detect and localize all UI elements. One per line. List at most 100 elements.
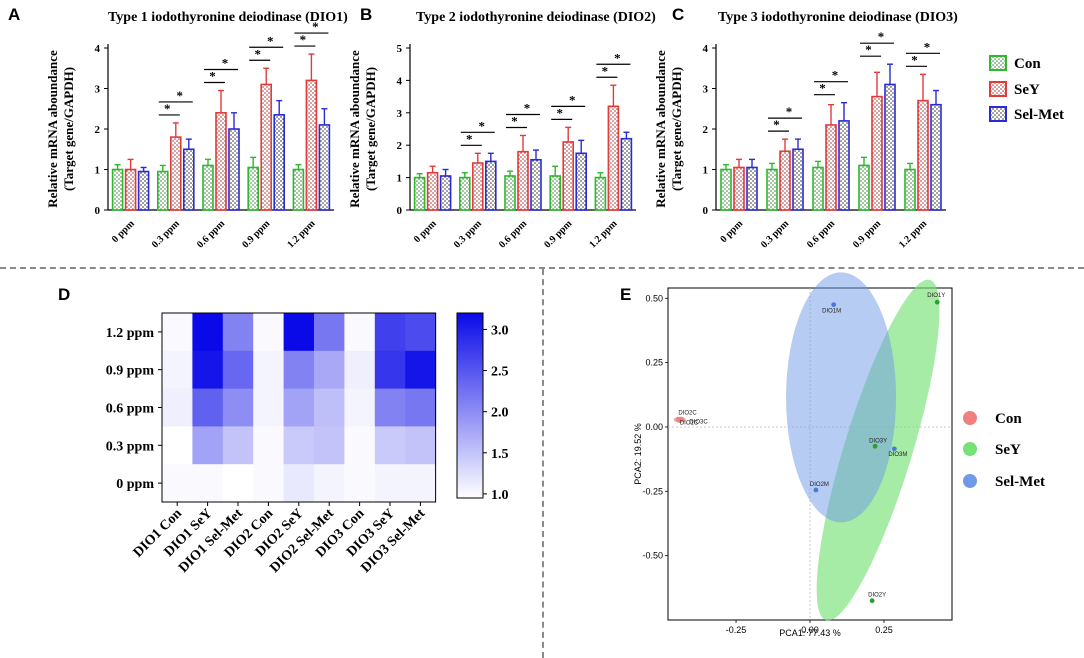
y-axis-label: Relative mRNA aboundance(Target gene/GAP… [45,50,76,208]
horizontal-divider [0,267,1084,269]
row-label: 0.3 ppm [106,439,155,454]
y-tick-label: 3 [95,84,101,96]
pca-legend-marker [963,442,977,456]
heatmap-cell [253,388,285,427]
heatmap-cell [314,350,345,390]
legend-label-sey: SeY [1014,82,1040,98]
bar-sey [124,168,137,211]
pca-legend-label: Sel-Met [995,474,1045,490]
point-label: DIO2C [678,410,697,416]
row-label: 0 ppm [116,477,154,492]
bar-selmet [228,128,240,211]
heatmap-cell [222,426,254,465]
heatmap-cell [344,350,376,390]
colorbar-tick-label: 3.0 [491,323,509,338]
significance-star: * [177,88,184,103]
significance-star: * [556,105,563,120]
significance-star: * [267,33,274,48]
bar-con [549,175,562,211]
y-tick-label: 2 [95,124,101,136]
significance-star: * [511,113,518,128]
significance-star: * [819,81,826,96]
heatmap-cell [162,426,193,465]
x-tick-label: 0.3 ppm [759,218,792,251]
bar-charts-group: Type 1 iodothyronine deiodinase (DIO1) Re… [45,10,958,250]
y-tick-label: -0.50 [642,551,663,561]
pca-point [872,443,878,449]
chart-title: Type 3 iodothyronine deiodinase (DIO3) [718,10,958,25]
y-tick-label: 0.00 [645,422,663,432]
chart-title: Type 1 iodothyronine deiodinase (DIO1) [108,10,348,25]
heatmap-cell [374,350,406,390]
heatmap-cell [405,464,437,503]
legend-swatch-selmet [989,106,1007,122]
bar-selmet [530,158,542,211]
bar-con [247,166,259,211]
heatmap-cell [253,313,285,352]
heatmap-cell [283,350,315,390]
heatmap-cell [405,313,437,352]
bar-con [594,176,607,211]
bar-sey [733,166,745,211]
bar-legend: Con SeY Sel-Met [989,55,1064,123]
heatmap-cell [162,388,193,427]
heatmap-cell [314,426,345,465]
heatmap-cell [222,388,254,427]
heatmap-cell [192,464,224,503]
bar-con [157,170,169,211]
point-label: DIO2Y [868,593,886,599]
y-tick-label: 1 [397,173,403,185]
x-tick-label: 0.3 ppm [452,218,485,251]
y-axis-label: PCA2: 19.52 % [633,423,643,485]
y-tick-label: -0.25 [642,486,663,496]
y-tick-label: 0.25 [645,358,663,368]
significance-star: * [911,52,918,67]
x-tick-label: 1.2 ppm [285,218,318,251]
pca-legend-label: Con [995,411,1022,427]
bar-selmet [439,175,452,211]
bar-sey [471,162,484,211]
panel-label-a: A [8,5,20,24]
pca-point [934,299,940,305]
panel-label-d: D [58,285,70,304]
y-tick-label: 4 [397,75,403,87]
significance-star: * [832,68,839,83]
pca-legend-marker [963,474,977,488]
bar-selmet [930,103,942,211]
legend-swatch-con [989,55,1007,71]
heatmap-cell [405,426,437,465]
point-label: DIO1Y [927,293,945,299]
x-tick-label: 1.2 ppm [897,218,930,251]
y-tick-label: 0 [397,205,403,217]
bar-sey [215,112,227,211]
point-label: DIO3C [689,419,708,425]
y-tick-label: 4 [703,43,709,55]
ellipse-selmet [786,272,897,523]
heatmap-cell [374,426,406,465]
bar-sey [917,99,929,211]
x-tick-label: 0 ppm [412,218,439,245]
heatmap-cell [192,426,224,465]
heatmap-cell [283,426,315,465]
point-label: DIO3Y [869,438,887,444]
vertical-divider [542,269,544,658]
y-tick-label: 2 [397,140,403,152]
point-label: DIO1C [680,421,699,427]
heatmap-cell [344,313,376,352]
row-label: 0.6 ppm [106,402,155,417]
bar-sey [871,95,883,211]
colorbar-tick-label: 1.5 [491,447,509,462]
bar-sey [260,83,273,211]
heatmap-cell [314,464,345,503]
bar-chart-b: Type 2 iodothyronine deiodinase (DIO2) Re… [347,10,656,250]
significance-star: * [312,19,319,34]
x-tick-label: 0 ppm [718,218,745,245]
significance-star: * [209,69,216,84]
heatmap-cell [192,313,224,352]
significance-star: * [878,29,885,44]
bar-con [904,168,916,211]
x-tick-label: 0.9 ppm [240,218,273,251]
bar-selmet [183,148,195,211]
bar-chart-a: Type 1 iodothyronine deiodinase (DIO1) Re… [45,10,348,250]
colorbar-tick-label: 1.0 [491,488,509,503]
